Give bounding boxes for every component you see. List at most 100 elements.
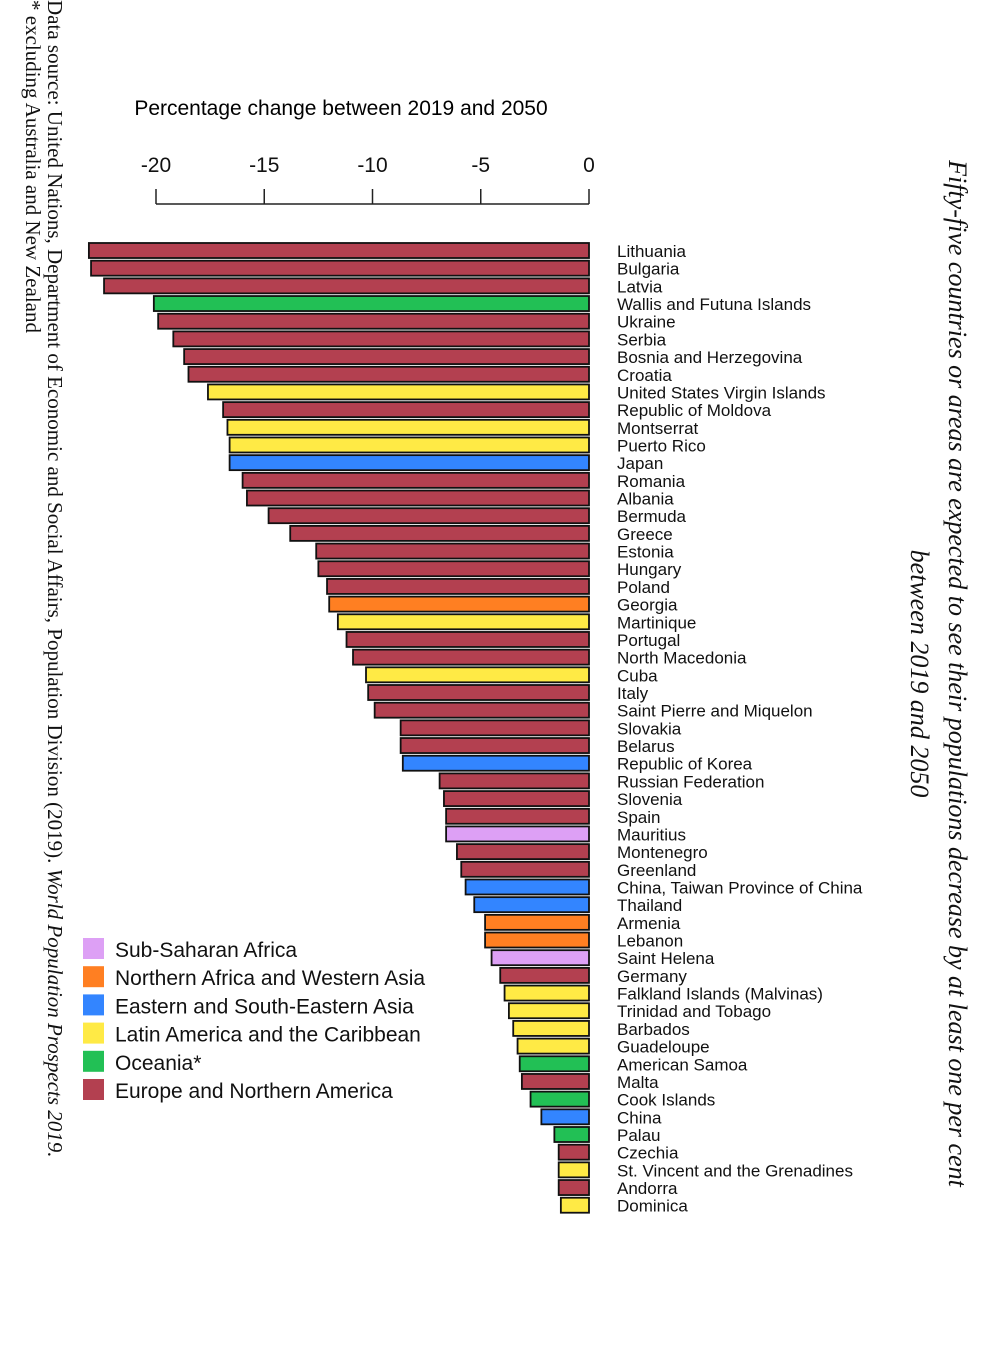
category-label: Latvia [617, 277, 663, 296]
bar [473, 896, 590, 914]
bar [540, 1108, 590, 1126]
category-label: Republic of Korea [617, 755, 753, 774]
bar [399, 719, 590, 737]
category-label: Republic of Moldova [617, 401, 772, 420]
bar [499, 966, 590, 984]
legend-swatch [83, 938, 104, 959]
bar [557, 1143, 590, 1161]
category-label: Portugal [617, 631, 680, 650]
category-label: Palau [617, 1126, 660, 1145]
category-label: Saint Helena [617, 949, 715, 968]
category-label: Slovenia [617, 790, 683, 809]
bar [228, 454, 590, 472]
bar [207, 383, 590, 401]
bar [529, 1090, 590, 1108]
bar [315, 542, 590, 560]
bar [557, 1179, 590, 1196]
bar [87, 242, 590, 259]
category-label: Estonia [617, 543, 674, 562]
legend-label: Oceania* [115, 1052, 201, 1075]
bar [365, 666, 590, 684]
bar [399, 737, 590, 754]
category-label: Albania [617, 490, 674, 509]
category-label: Czechia [617, 1144, 679, 1163]
category-label: Greenland [617, 861, 696, 880]
legend-label: Europe and Northern America [115, 1080, 393, 1103]
category-label: St. Vincent and the Grenadines [617, 1161, 853, 1180]
bar [328, 595, 590, 613]
category-label: Slovakia [617, 719, 682, 738]
bar [90, 259, 590, 277]
bar [456, 843, 590, 861]
category-label: Hungary [617, 560, 682, 579]
legend-label: Sub-Saharan Africa [115, 939, 297, 962]
category-label: Wallis and Futuna Islands [617, 295, 811, 314]
bar [246, 489, 590, 507]
category-label: Montenegro [617, 843, 708, 862]
bar [289, 524, 590, 542]
category-label: Lebanon [617, 932, 683, 951]
category-label: Falkland Islands (Malvinas) [617, 985, 823, 1004]
x-axis: -20 -15 -10 -5 0 [141, 154, 595, 205]
category-label: Andorra [617, 1179, 678, 1198]
category-label: China, Taiwan Province of China [617, 878, 863, 897]
category-label: United States Virgin Islands [617, 383, 826, 402]
category-label: Martinique [617, 613, 696, 632]
category-label: North Macedonia [617, 649, 747, 668]
category-label: Georgia [617, 596, 678, 615]
bar [103, 277, 590, 295]
bar [336, 613, 590, 631]
bar [317, 560, 590, 578]
category-label: Romania [617, 472, 686, 491]
bar [222, 401, 590, 419]
category-label: Armenia [617, 914, 681, 933]
bar [438, 772, 590, 790]
category-label: Bosnia and Herzegovina [617, 348, 803, 367]
bars [87, 242, 590, 1214]
bar [326, 578, 590, 595]
bar [559, 1196, 590, 1214]
category-label: Poland [617, 578, 670, 597]
x-tick-label: -10 [357, 154, 387, 177]
bar [401, 754, 590, 772]
category-label: Montserrat [617, 419, 699, 438]
legend-label: Latin America and the Caribbean [115, 1024, 421, 1047]
category-label: Mauritius [617, 825, 686, 844]
x-tick-label: 0 [583, 154, 595, 177]
legend-label: Northern Africa and Western Asia [115, 967, 425, 990]
bar [503, 984, 590, 1002]
bar [157, 312, 590, 330]
bar [367, 684, 590, 701]
category-label: Belarus [617, 737, 675, 756]
bar [183, 348, 590, 365]
bar [553, 1126, 590, 1143]
category-label: Malta [617, 1073, 659, 1092]
category-label: Germany [617, 967, 687, 986]
x-tick-label: -5 [471, 154, 490, 177]
bar [345, 631, 590, 648]
legend-swatch [83, 966, 104, 988]
bar [443, 790, 590, 807]
category-label: Russian Federation [617, 772, 764, 791]
bar [267, 507, 590, 525]
category-label: Dominica [617, 1197, 688, 1216]
category-label: Cuba [617, 666, 658, 685]
category-label: Lithuania [617, 242, 687, 261]
category-label: Serbia [617, 330, 667, 349]
bar [484, 913, 590, 931]
bar [518, 1055, 590, 1073]
x-tick-label: -15 [249, 154, 279, 177]
bar [226, 418, 590, 436]
legend-swatch [83, 1050, 104, 1072]
bar [187, 365, 590, 383]
category-label: Greece [617, 525, 673, 544]
bar [520, 1073, 590, 1090]
category-label: Trinidad and Tobago [617, 1002, 771, 1021]
category-label: Saint Pierre and Miquelon [617, 702, 813, 721]
bar [557, 1161, 590, 1179]
bar [152, 295, 590, 312]
category-label: Guadeloupe [617, 1038, 710, 1057]
bar [228, 436, 590, 454]
